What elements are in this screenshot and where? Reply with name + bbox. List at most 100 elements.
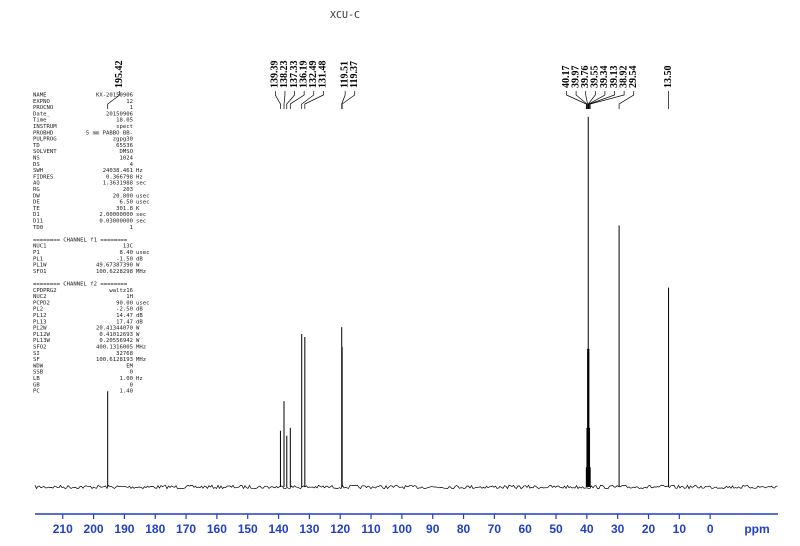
param-key: EXPNO — [33, 99, 50, 105]
param-key: SSB — [33, 370, 44, 376]
x-tick-label: 140 — [269, 522, 289, 536]
param-value: spect — [116, 124, 133, 130]
param-value: 0.20556942 — [99, 338, 133, 344]
peak-label-connector — [587, 91, 596, 109]
param-value: 1H — [126, 294, 133, 300]
baseline-noise — [34, 484, 778, 490]
x-tick-label: 200 — [84, 522, 104, 536]
param-value: -2.50 — [116, 307, 133, 313]
peak-label: 39.76 — [580, 66, 591, 89]
param-key: Time — [33, 118, 47, 124]
peak-label: 119.51 — [339, 61, 350, 88]
param-value: 0 — [130, 370, 133, 376]
param-unit: W — [136, 326, 140, 332]
param-key: P1 — [33, 250, 40, 256]
param-key: SF — [33, 357, 40, 363]
param-value: 90.00 — [116, 300, 133, 306]
peak-label: 13.50 — [663, 66, 674, 89]
param-unit: sec — [136, 181, 146, 187]
x-axis-label: ppm — [744, 522, 769, 536]
param-value: 0 — [130, 382, 133, 388]
peak-label-connector — [283, 91, 286, 109]
param-key: SOLVENT — [33, 149, 57, 155]
param-key: SFO2 — [33, 345, 46, 351]
x-tick-label: 50 — [549, 522, 563, 536]
param-value: 0.41012693 — [99, 332, 133, 338]
param-unit: usec — [136, 250, 149, 256]
peak-label: 138.23 — [279, 61, 290, 89]
peak-label: 39.13 — [609, 66, 620, 89]
peak-label: 40.17 — [561, 66, 572, 89]
param-value: 65536 — [116, 143, 133, 149]
param-key: LB — [33, 376, 40, 382]
param-key: INSTRUM — [33, 124, 57, 130]
param-key: CPDPRG2 — [33, 288, 57, 294]
peak-label-connector — [107, 91, 121, 109]
x-tick-label: 130 — [299, 522, 319, 536]
peak-label: 39.34 — [599, 66, 610, 89]
x-tick-label: 90 — [426, 522, 440, 536]
param-unit: dB — [136, 313, 143, 319]
param-header: ======== CHANNEL f1 ======== — [33, 237, 128, 243]
param-value: EM — [126, 363, 133, 369]
param-key: FIDRES — [33, 174, 53, 180]
param-key: DE — [33, 200, 40, 206]
param-key: PCPD2 — [33, 300, 50, 306]
param-value: 100.6228298 — [96, 269, 134, 275]
param-key: TE — [33, 206, 40, 212]
x-tick-label: 120 — [330, 522, 350, 536]
x-tick-label: 40 — [580, 522, 594, 536]
param-value: 301.8 — [116, 206, 133, 212]
peak-label: 131.48 — [318, 61, 329, 89]
param-key: DW — [33, 193, 40, 199]
param-key: PL13 — [33, 319, 46, 325]
param-key: PL1W — [33, 263, 47, 269]
param-value: 1 — [130, 225, 133, 231]
peak-label-connector — [274, 91, 281, 109]
param-key: NAME — [33, 93, 47, 99]
peak-label: 136.19 — [298, 61, 309, 89]
param-unit: MHz — [136, 269, 146, 275]
peak-label-connector — [341, 91, 346, 109]
param-value: KX-20150906 — [96, 93, 133, 99]
param-value: 20.41344070 — [96, 326, 133, 332]
x-tick-label: 80 — [457, 522, 471, 536]
x-tick-label: 0 — [707, 522, 714, 536]
param-key: SI — [33, 351, 40, 357]
peak-label-connector — [589, 91, 615, 109]
peak-label-connector — [618, 91, 635, 109]
param-unit: Hz — [136, 174, 143, 180]
param-key: PROBHD — [33, 130, 54, 136]
param-key: SFO1 — [33, 269, 46, 275]
x-tick-label: 70 — [488, 522, 502, 536]
param-key: TD0 — [33, 225, 43, 231]
param-value: 1.00 — [120, 376, 133, 382]
param-value: 8.40 — [120, 250, 133, 256]
param-unit: dB — [136, 307, 143, 313]
param-value: 4 — [130, 162, 134, 168]
param-value: 32768 — [116, 351, 133, 357]
param-key: GB — [33, 382, 40, 388]
peak-label: 38.92 — [618, 66, 629, 89]
x-tick-label: 20 — [642, 522, 656, 536]
param-key: SWH — [33, 168, 43, 174]
param-unit: sec — [136, 219, 146, 225]
param-unit: Hz — [136, 376, 143, 382]
param-unit: dB — [136, 319, 143, 325]
param-key: PL1 — [33, 256, 43, 262]
peak-label: 39.97 — [570, 66, 581, 89]
param-header: ======== CHANNEL f2 ======== — [33, 282, 128, 288]
param-value: 1024 — [120, 156, 134, 162]
param-value: 49.67387390 — [96, 263, 133, 269]
param-value: 0.366798 — [106, 174, 134, 180]
peak-label: 139.39 — [270, 61, 281, 89]
param-key: PC — [33, 389, 40, 395]
peak-label: 195.42 — [114, 61, 125, 88]
param-key: PL2W — [33, 326, 47, 332]
peak-label: 119.37 — [349, 61, 360, 88]
x-tick-label: 180 — [145, 522, 165, 536]
param-value: 6.50 — [120, 200, 133, 206]
x-tick-label: 160 — [207, 522, 227, 536]
x-tick-label: 60 — [519, 522, 533, 536]
